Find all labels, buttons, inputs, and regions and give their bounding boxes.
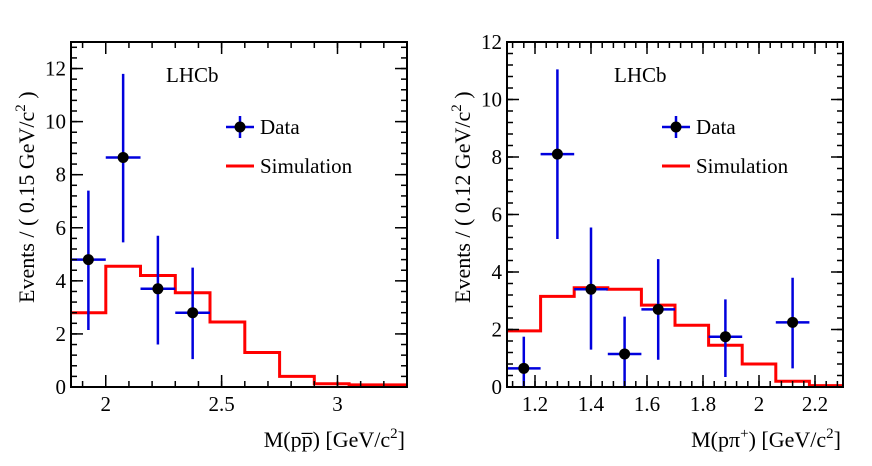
- left-panel: 2 2.5 3 0 2 4 6 8 10 12 LHCb Data Simulation M(pp…: [13, 41, 408, 452]
- left-y-tick-label: 4: [56, 269, 67, 293]
- right-y-tick-label: 2: [492, 318, 503, 342]
- right-data-point-3: [585, 283, 597, 295]
- right-x-tick-label: 1.6: [634, 392, 660, 416]
- right-legend: Data Simulation: [662, 115, 789, 178]
- right-data-point-1: [518, 362, 530, 374]
- right-y-tick-label: 12: [481, 30, 502, 54]
- right-x-tick-label: 2: [754, 392, 765, 416]
- left-plot-frame: [70, 41, 408, 388]
- left-ylabel-tail: ): [14, 91, 39, 104]
- left-x-tick-label: 2: [101, 392, 112, 416]
- left-ticks-layer: 2 2.5 3 0 2 4 6 8 10 12: [45, 42, 408, 416]
- right-xlabel-main: M(pπ: [691, 427, 740, 452]
- left-y-tick-label: 12: [45, 57, 66, 81]
- right-xlabel-mid: ) [GeV/c: [749, 427, 827, 452]
- right-y-axis-label: Events / ( 0.12 GeV/c2 ): [449, 91, 475, 303]
- left-simulation-layer: [71, 264, 407, 387]
- right-xlabel-sup: 2: [826, 426, 834, 442]
- left-legend: Data Simulation: [226, 115, 353, 178]
- right-x-tick-label: 1.8: [690, 392, 716, 416]
- right-x-tick-label: 1.2: [522, 392, 548, 416]
- right-data-point-5: [652, 303, 664, 315]
- left-data-point-4: [187, 307, 199, 319]
- right-x-tick-label: 2.2: [802, 392, 828, 416]
- right-y-tick-label: 8: [492, 145, 503, 169]
- left-data-point-3: [152, 283, 164, 295]
- right-xlabel-sup1: +: [740, 426, 748, 442]
- right-y-tick-label: 10: [481, 88, 502, 112]
- left-legend-data-label: Data: [260, 115, 300, 139]
- right-ylabel-tail: ): [450, 91, 475, 104]
- right-simulation-layer: [507, 286, 843, 388]
- left-y-tick-label: 8: [56, 163, 67, 187]
- right-data-point-6: [719, 331, 731, 343]
- left-ylabel-sup: 2: [13, 104, 29, 112]
- left-y-tick-label: 0: [56, 375, 67, 399]
- left-ylabel-main: Events / ( 0.15 GeV/c: [14, 112, 39, 303]
- right-y-tick-label: 4: [492, 260, 503, 284]
- left-legend-sim-label: Simulation: [260, 154, 353, 178]
- left-xlabel-tail: ]: [398, 427, 405, 452]
- right-x-axis-label: M(pπ+) [GeV/c2]: [691, 426, 841, 452]
- right-simulation-histogram: [507, 286, 843, 388]
- left-y-axis-label: Events / ( 0.15 GeV/c2 ): [13, 91, 39, 303]
- left-y-tick-label: 6: [56, 216, 67, 240]
- left-xlabel-sup: 2: [390, 426, 398, 442]
- right-ticks-layer: 1.2 1.4 1.6 1.8 2 2.2 0 2 4 6 8 10 12: [481, 30, 843, 416]
- right-y-tick-label: 0: [492, 375, 503, 399]
- left-x-tick-label: 3: [332, 392, 343, 416]
- right-ylabel-main: Events / ( 0.12 GeV/c: [450, 112, 475, 303]
- right-legend-sim-label: Simulation: [696, 154, 789, 178]
- right-data-point-7: [787, 316, 799, 328]
- right-x-tick-label: 1.4: [578, 392, 605, 416]
- right-xlabel-tail: ]: [834, 427, 841, 452]
- right-data-layer: [507, 69, 810, 387]
- right-panel: 1.2 1.4 1.6 1.8 2 2.2 0 2 4 6 8 10 12 LHCb Data Simu…: [449, 30, 844, 452]
- left-legend-data-marker: [234, 121, 246, 133]
- right-data-point-2: [551, 148, 563, 160]
- right-data-point-4: [619, 348, 631, 360]
- left-xlabel-main: M(pp̅) [GeV/c: [264, 427, 391, 452]
- right-y-tick-label: 6: [492, 203, 503, 227]
- left-data-layer: [71, 73, 211, 360]
- left-experiment-label: LHCb: [166, 63, 219, 87]
- left-data-point-2: [117, 151, 129, 163]
- left-y-tick-label: 10: [45, 110, 66, 134]
- left-simulation-histogram: [71, 264, 407, 387]
- left-x-axis-label: M(pp̅) [GeV/c2]: [264, 426, 405, 452]
- right-legend-data-marker: [670, 121, 682, 133]
- left-x-tick-label: 2.5: [208, 392, 234, 416]
- right-experiment-label: LHCb: [614, 63, 667, 87]
- right-ylabel-sup: 2: [449, 104, 465, 112]
- left-y-tick-label: 2: [56, 322, 67, 346]
- right-legend-data-label: Data: [696, 115, 736, 139]
- left-data-point-1: [82, 254, 94, 266]
